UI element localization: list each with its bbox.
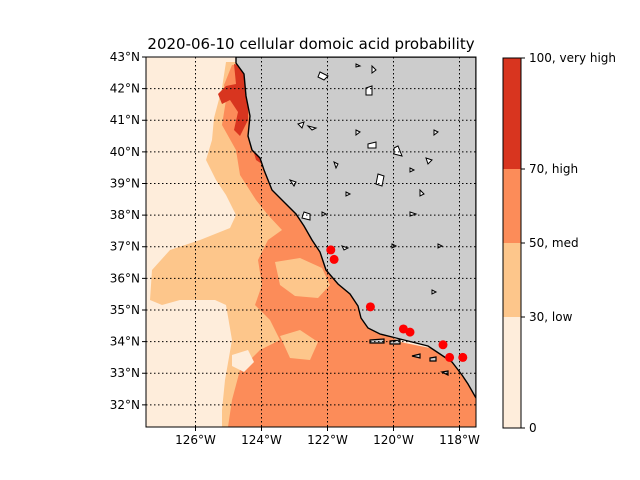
lat-tick-label: 33°N [110,366,140,380]
lat-tick-label: 35°N [110,303,140,317]
probability-zone-high [218,64,248,136]
lat-tick-label: 34°N [110,335,140,349]
lat-tick-label: 43°N [110,50,140,64]
probability-patch [280,330,318,360]
colorbar-tick-label: 0 [529,421,537,435]
station-marker [438,340,448,350]
colorbar-tick-label: 70, high [529,162,578,176]
sampling-stations [326,245,487,381]
lat-tick-label: 36°N [110,271,140,285]
lat-tick-label: 41°N [110,113,140,127]
colorbar: 0 30, low 50, med 70, high 100, very high [502,51,616,435]
inland-lakes [288,63,444,295]
graticule [146,57,476,427]
map-frame [145,56,477,428]
colorbar-tick-label: 30, low [529,310,573,324]
axis-labels: 126°W 124°W 122°W 120°W 118°W 32°N 33°N 34°N 35°… [110,50,480,447]
colorbar-bin [503,243,521,317]
colorbar-bin [503,58,521,169]
lon-tick-label: 120°W [373,433,414,447]
map-title: 2020-06-10 cellular domoic acid probabil… [147,35,474,53]
channel-islands [369,338,449,376]
lat-tick-label: 37°N [110,240,140,254]
colorbar-bins [503,58,521,428]
lat-tick-label: 38°N [110,208,140,222]
lat-tick-label: 40°N [110,145,140,159]
station-marker [478,372,487,381]
colorbar-tick-label: 100, very high [529,51,616,65]
station-marker [365,302,375,312]
lat-tick-label: 42°N [110,82,140,96]
colorbar-bin [503,169,521,243]
lon-tick-label: 118°W [439,433,480,447]
lat-tick-label: 32°N [110,398,140,412]
station-marker [445,352,455,362]
station-marker [326,245,336,255]
probability-patch [232,350,254,372]
colorbar-bin [503,317,521,428]
colorbar-tick-label: 50, med [529,236,579,250]
colorbar-ticks: 0 30, low 50, med 70, high 100, very high [521,51,616,435]
map-plot-area[interactable] [146,57,487,427]
station-marker [458,352,468,362]
station-marker [405,327,415,337]
station-marker [329,254,339,264]
lon-tick-label: 124°W [241,433,282,447]
lon-tick-label: 126°W [175,433,216,447]
lat-tick-label: 39°N [110,176,140,190]
lon-tick-label: 122°W [307,433,348,447]
